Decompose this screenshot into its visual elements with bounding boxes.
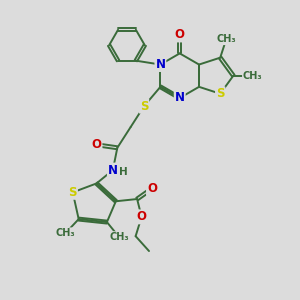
Text: CH₃: CH₃ xyxy=(56,228,75,238)
Text: N: N xyxy=(155,58,165,71)
Text: H: H xyxy=(119,167,128,176)
Text: O: O xyxy=(175,28,185,41)
Text: S: S xyxy=(216,87,224,100)
Text: N: N xyxy=(175,92,185,104)
Text: O: O xyxy=(136,210,147,224)
Text: CH₃: CH₃ xyxy=(216,34,236,44)
Text: S: S xyxy=(140,100,148,113)
Text: N: N xyxy=(108,164,118,177)
Text: CH₃: CH₃ xyxy=(109,232,129,242)
Text: O: O xyxy=(147,182,157,195)
Text: S: S xyxy=(68,186,77,199)
Text: O: O xyxy=(92,138,101,151)
Text: CH₃: CH₃ xyxy=(243,71,262,81)
